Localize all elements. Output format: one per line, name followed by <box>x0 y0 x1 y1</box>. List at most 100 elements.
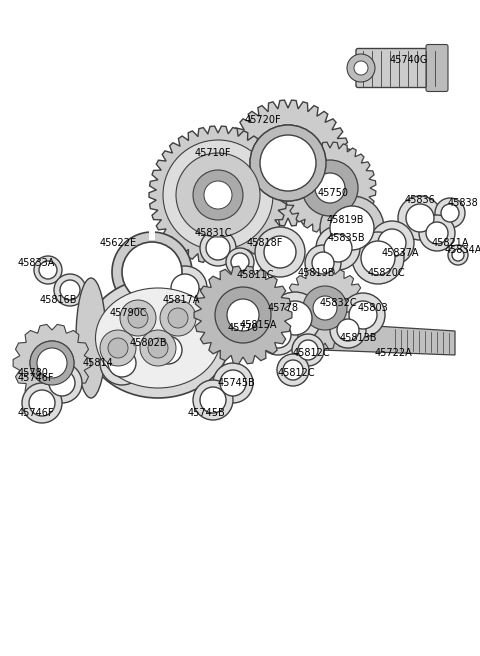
Circle shape <box>148 338 168 358</box>
Circle shape <box>266 141 310 185</box>
Circle shape <box>354 61 368 75</box>
Text: 45746F: 45746F <box>18 408 55 418</box>
Text: 45745B: 45745B <box>218 378 256 388</box>
Polygon shape <box>284 267 366 349</box>
Text: 45750: 45750 <box>318 188 349 198</box>
Circle shape <box>435 198 465 228</box>
Circle shape <box>146 328 190 372</box>
Circle shape <box>231 253 249 271</box>
Circle shape <box>154 336 182 364</box>
Circle shape <box>227 299 259 331</box>
Text: 45811C: 45811C <box>237 270 275 280</box>
Text: 45745B: 45745B <box>188 408 226 418</box>
Text: 45833A: 45833A <box>18 258 55 268</box>
Circle shape <box>260 135 316 191</box>
Circle shape <box>330 206 374 250</box>
Circle shape <box>200 387 226 413</box>
Circle shape <box>215 287 271 343</box>
Circle shape <box>316 226 360 270</box>
Circle shape <box>163 266 207 310</box>
Text: 45720F: 45720F <box>245 115 282 125</box>
Text: 45622E: 45622E <box>100 238 137 248</box>
Circle shape <box>313 296 337 320</box>
Circle shape <box>29 390 55 416</box>
Circle shape <box>302 160 358 216</box>
Circle shape <box>60 280 80 300</box>
Circle shape <box>42 363 82 403</box>
Circle shape <box>324 234 352 262</box>
Text: 45740G: 45740G <box>390 55 428 65</box>
Text: 45790C: 45790C <box>110 308 148 318</box>
Circle shape <box>349 301 377 329</box>
Circle shape <box>352 232 404 284</box>
Text: 45819B: 45819B <box>327 215 364 225</box>
Text: 45819B: 45819B <box>298 268 336 278</box>
Circle shape <box>441 204 459 222</box>
Circle shape <box>278 301 312 335</box>
Circle shape <box>277 354 309 386</box>
Circle shape <box>398 196 442 240</box>
Circle shape <box>315 173 345 203</box>
Circle shape <box>140 330 176 366</box>
Circle shape <box>283 360 303 380</box>
Text: 45814: 45814 <box>83 358 114 368</box>
Text: 45770: 45770 <box>228 323 259 333</box>
Circle shape <box>269 292 321 344</box>
Circle shape <box>171 274 199 302</box>
Circle shape <box>255 227 305 277</box>
Circle shape <box>193 170 243 220</box>
Circle shape <box>213 363 253 403</box>
Circle shape <box>250 125 326 201</box>
Circle shape <box>337 319 359 341</box>
Text: 45813B: 45813B <box>340 333 377 343</box>
Circle shape <box>39 261 57 279</box>
Circle shape <box>378 229 406 257</box>
Text: 45816B: 45816B <box>40 295 77 305</box>
Circle shape <box>426 222 448 244</box>
Circle shape <box>265 322 291 348</box>
Circle shape <box>258 315 298 355</box>
Circle shape <box>193 380 233 420</box>
Circle shape <box>108 349 136 377</box>
Text: 45812C: 45812C <box>278 368 316 378</box>
Circle shape <box>200 230 236 266</box>
Circle shape <box>176 153 260 237</box>
Text: 45802B: 45802B <box>130 338 168 348</box>
Text: 45831C: 45831C <box>195 228 232 238</box>
Circle shape <box>341 293 385 337</box>
Text: 45815A: 45815A <box>240 320 277 330</box>
Circle shape <box>298 340 318 360</box>
Circle shape <box>330 312 366 348</box>
Bar <box>149 230 155 240</box>
Text: 45722A: 45722A <box>375 348 413 358</box>
Circle shape <box>168 308 188 328</box>
Circle shape <box>54 274 86 306</box>
Circle shape <box>303 286 347 330</box>
Ellipse shape <box>85 278 230 398</box>
Circle shape <box>30 341 74 385</box>
Text: 45837A: 45837A <box>382 248 420 258</box>
Text: 45817A: 45817A <box>163 295 201 305</box>
Text: 45780: 45780 <box>18 368 49 378</box>
Text: 45820C: 45820C <box>368 268 406 278</box>
Text: 45818F: 45818F <box>247 238 283 248</box>
Text: 45834A: 45834A <box>445 245 480 255</box>
Circle shape <box>264 236 296 268</box>
Polygon shape <box>13 324 91 401</box>
Text: 45836: 45836 <box>405 195 436 205</box>
Polygon shape <box>225 100 351 226</box>
Circle shape <box>220 370 246 396</box>
Circle shape <box>250 125 326 201</box>
Polygon shape <box>149 126 287 264</box>
Text: 45803: 45803 <box>358 303 389 313</box>
FancyBboxPatch shape <box>426 45 448 91</box>
Polygon shape <box>295 321 455 355</box>
Circle shape <box>128 308 148 328</box>
Ellipse shape <box>96 288 220 388</box>
Text: 45838: 45838 <box>448 198 479 208</box>
Circle shape <box>100 341 144 385</box>
Circle shape <box>49 370 75 396</box>
Circle shape <box>305 245 341 281</box>
Circle shape <box>163 140 273 250</box>
Circle shape <box>30 341 74 385</box>
